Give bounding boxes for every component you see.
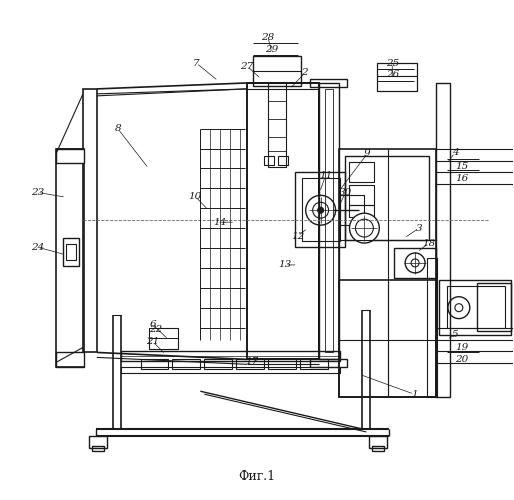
Bar [325,89,333,352]
Bar [319,83,339,359]
Bar [477,283,510,331]
Ellipse shape [356,219,373,237]
Text: 16: 16 [455,174,468,183]
Bar [253,56,301,86]
Bar [370,436,387,448]
Bar [310,360,347,368]
Bar [56,352,84,368]
Bar [247,83,319,359]
Bar [350,162,374,182]
Ellipse shape [313,202,328,218]
Bar [89,436,107,448]
Bar [447,286,505,328]
Text: 30: 30 [339,188,352,197]
Text: 25: 25 [386,58,399,68]
Text: 8: 8 [115,124,121,133]
Text: 19: 19 [455,343,468,352]
Text: 7: 7 [193,58,199,68]
Bar [377,63,417,91]
Bar [63,238,79,266]
Bar [92,446,104,451]
Text: 15: 15 [455,162,468,171]
Bar [427,258,437,397]
Bar [436,83,450,397]
Text: 3: 3 [416,224,423,232]
Bar [350,186,374,205]
Bar [268,83,286,168]
Bar [339,280,436,397]
Text: Фиг.1: Фиг.1 [238,470,276,483]
Bar [66,244,76,260]
Bar [300,360,327,370]
Text: 9: 9 [364,149,371,158]
Bar [310,79,347,87]
Bar [372,446,384,451]
Text: 21: 21 [146,337,159,346]
Ellipse shape [350,213,379,243]
Text: 12: 12 [291,232,304,240]
Text: 22: 22 [149,325,162,334]
Bar [204,360,232,370]
Bar [247,83,319,359]
Bar [268,360,296,370]
Text: 24: 24 [31,242,44,252]
Bar [278,156,288,166]
Text: 17: 17 [245,357,259,366]
Bar [339,148,436,397]
Bar [439,280,510,334]
Bar [302,178,340,241]
Bar [149,328,178,349]
Bar [394,248,436,278]
Ellipse shape [405,253,425,273]
Bar [121,368,340,374]
Text: 14: 14 [214,218,227,226]
Text: 6: 6 [149,320,156,329]
Ellipse shape [306,196,336,225]
Ellipse shape [318,207,324,213]
Text: 2: 2 [301,68,308,78]
Text: 26: 26 [386,70,399,80]
Text: 20: 20 [455,355,468,364]
Bar [344,156,429,240]
Ellipse shape [455,304,463,312]
Text: 23: 23 [31,188,44,197]
Text: 11: 11 [319,171,332,180]
Bar [141,360,169,370]
Text: 27: 27 [241,62,254,70]
Bar [121,352,340,362]
Bar [295,172,344,247]
Bar [56,148,84,368]
Bar [173,360,200,370]
Text: 10: 10 [189,192,202,201]
Bar [83,89,97,352]
Ellipse shape [411,259,419,267]
Text: 18: 18 [423,238,436,248]
Text: 28: 28 [261,32,274,42]
Bar [56,148,84,164]
Text: 13: 13 [278,260,291,270]
Text: 5: 5 [452,330,458,339]
Text: 1: 1 [411,390,417,398]
Bar [264,156,274,166]
Bar [236,360,264,370]
Text: 4: 4 [452,148,458,157]
Bar [350,205,374,217]
Ellipse shape [448,296,470,318]
Bar [340,196,364,225]
Text: 29: 29 [265,44,279,54]
